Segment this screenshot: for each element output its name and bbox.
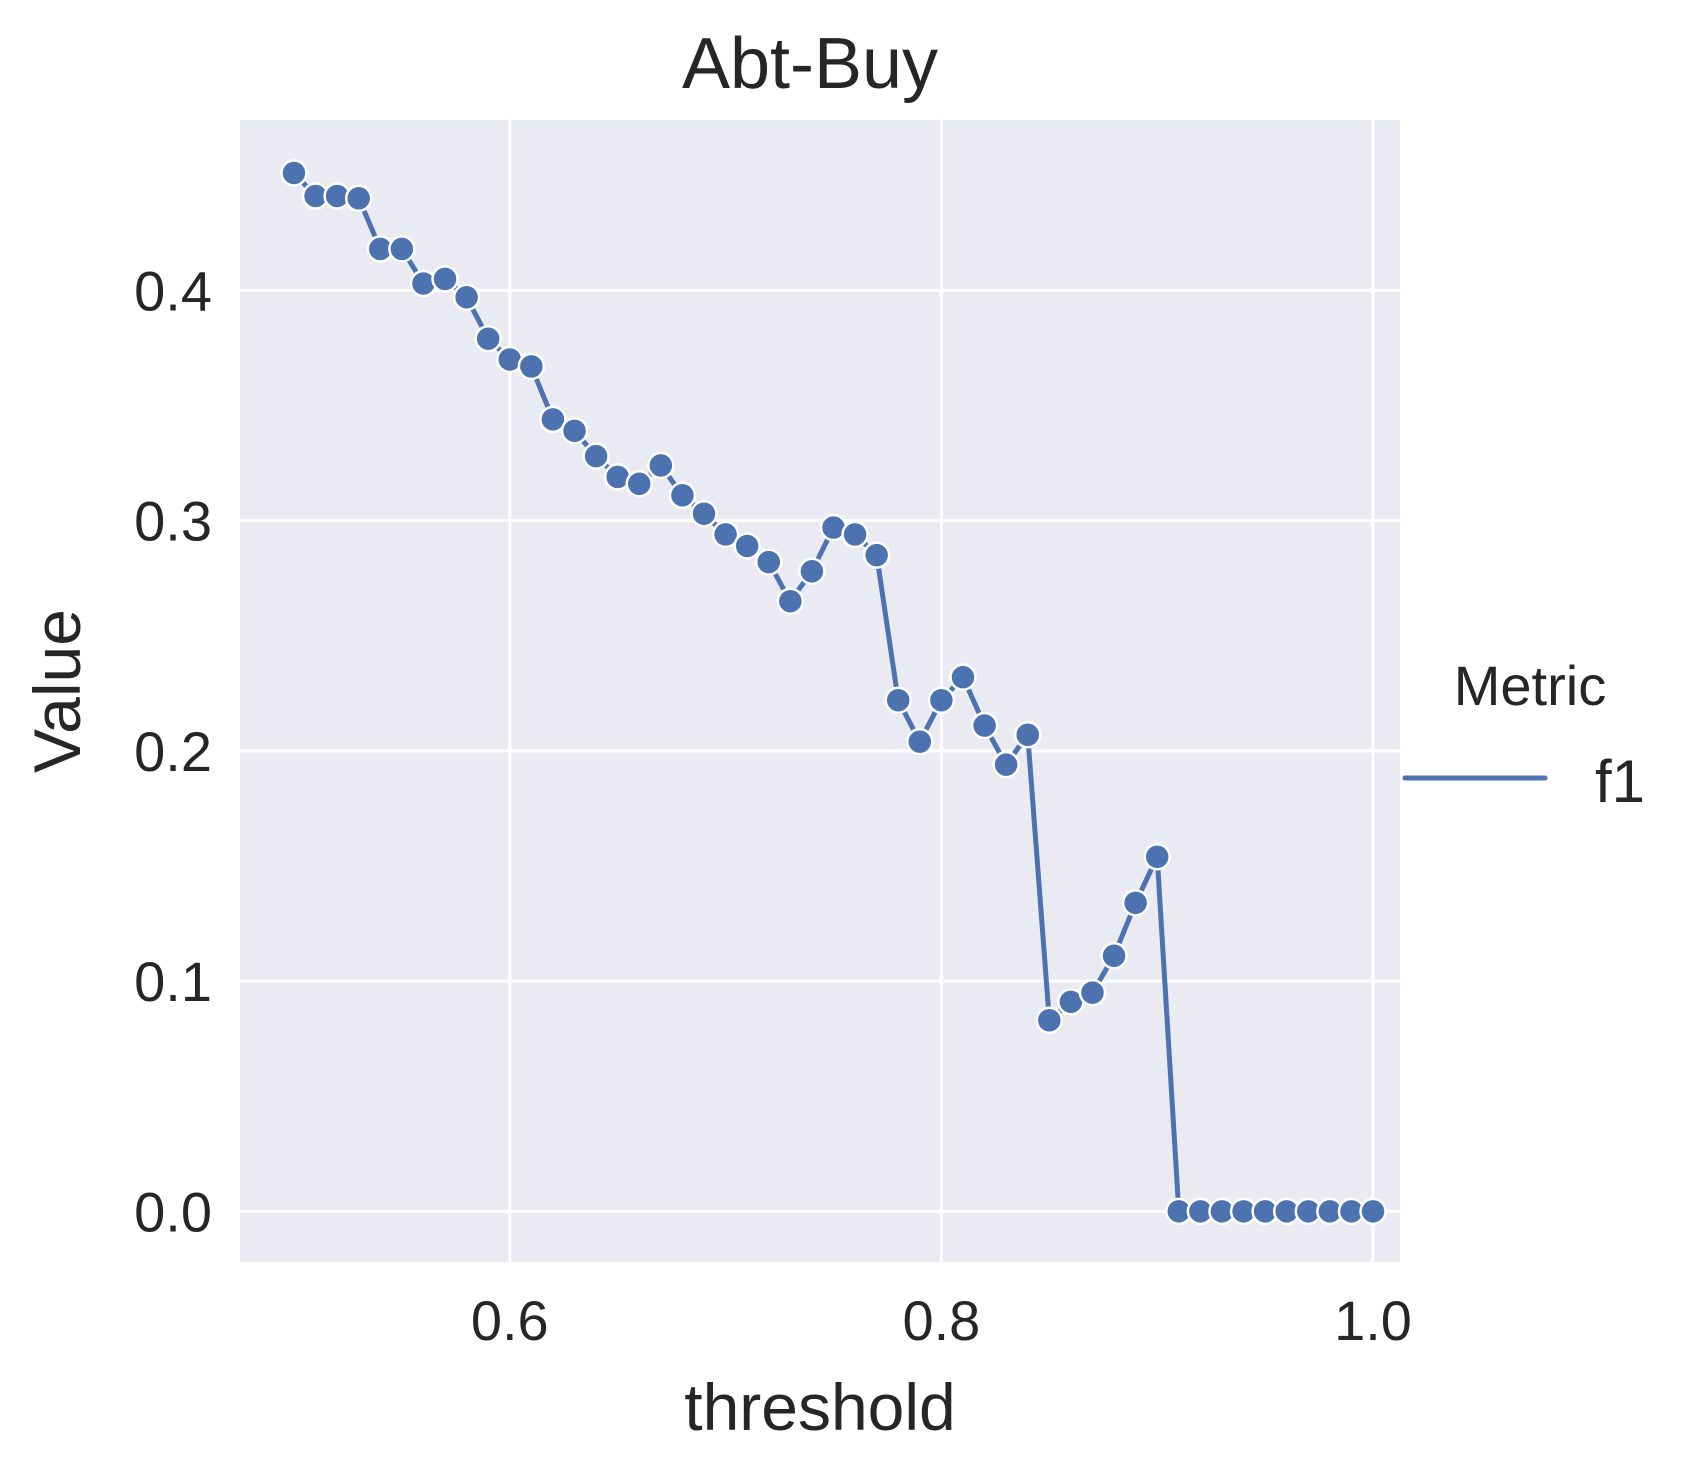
y-tick-label: 0.2 [134,720,212,783]
data-point [862,541,891,569]
data-point [625,470,654,498]
y-axis-label: Value [20,609,94,773]
data-point [280,159,308,187]
plot-background [240,120,1400,1262]
y-tick-label: 0.0 [134,1180,212,1243]
x-tick-label: 1.0 [1334,1289,1412,1352]
data-point [539,405,567,434]
series-layer [280,159,1387,1226]
y-tick-label: 0.4 [134,259,212,322]
data-point [949,663,977,691]
tick-labels: 0.6 0.8 1.0 0.0 0.1 0.2 0.3 0.4 [134,259,1412,1352]
data-point [776,587,805,615]
data-point [1100,942,1128,970]
data-point [582,442,610,470]
x-tick-label: 0.8 [902,1289,980,1352]
data-point [1013,720,1042,749]
data-point [1035,1006,1064,1034]
data-point [474,324,502,353]
legend-title: Metric [1454,654,1606,717]
data-point [992,750,1020,779]
legend-entry-f1: f1 [1595,748,1645,815]
data-point [668,481,697,510]
data-point [927,686,956,714]
legend: Metric f1 [1402,654,1645,815]
data-point [884,686,912,714]
data-point [754,548,783,576]
data-point [798,557,826,586]
data-point [970,711,999,740]
y-tick-label: 0.3 [134,490,212,553]
y-tick-label: 0.1 [134,950,212,1013]
data-point [388,235,416,263]
data-point [647,451,675,480]
data-point [733,532,761,560]
data-point [841,520,869,549]
chart-title: Abt-Buy [682,24,938,104]
x-tick-label: 0.6 [471,1289,549,1352]
x-axis-label: threshold [684,1370,956,1444]
data-point [344,184,373,213]
data-point [1078,978,1107,1007]
data-point [690,499,718,528]
data-point [1121,889,1150,917]
data-point [1359,1197,1387,1226]
data-point [431,265,459,293]
data-point [1143,843,1171,871]
data-point [560,417,589,445]
data-point [517,352,546,381]
data-point [906,727,934,756]
data-point [452,283,481,312]
data-point [711,520,740,549]
